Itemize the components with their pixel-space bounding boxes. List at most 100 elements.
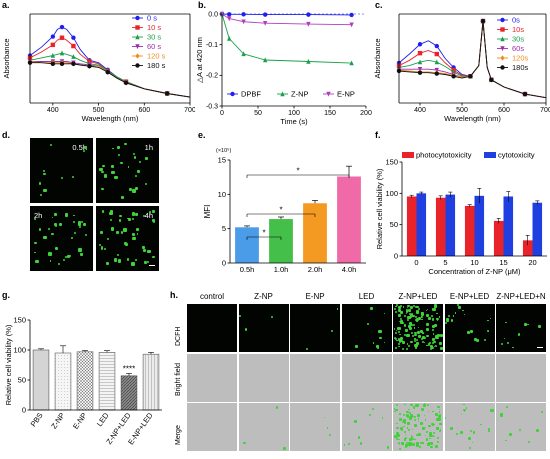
ros-signal (403, 314, 406, 317)
ros-signal (421, 315, 424, 318)
y-tick-label: 0 (394, 252, 398, 261)
ros-signal (472, 441, 474, 443)
legend-label: 30s (512, 35, 524, 44)
bright-field-image-0 (187, 353, 237, 402)
fluorescent-cell (132, 152, 135, 155)
significance-star: * (262, 229, 265, 238)
fluorescent-cell (33, 217, 36, 220)
fluorescent-cell (136, 232, 139, 235)
ros-signal (403, 425, 405, 428)
data-point (451, 74, 456, 79)
fluorescent-cell (83, 222, 87, 226)
x-tick-label: Z-NP (49, 411, 66, 430)
ros-signal (407, 318, 410, 321)
ros-signal (415, 444, 419, 448)
micrograph-0-5h: 0.5h (30, 138, 93, 203)
ros-signal (423, 403, 425, 405)
ros-signal (244, 328, 248, 331)
dcfh-image-4 (393, 304, 443, 352)
ros-signal (433, 333, 435, 335)
y-tick-label: 150 (385, 158, 398, 167)
ros-signal (469, 446, 472, 449)
ros-signal (409, 403, 413, 407)
ros-signal (450, 319, 454, 322)
fluorescent-cell (116, 231, 120, 234)
fluorescent-cell (77, 221, 82, 225)
ros-signal (416, 321, 418, 323)
ros-signal (432, 337, 436, 341)
ros-signal (463, 403, 465, 406)
fluorescent-cell (143, 248, 147, 252)
data-point (241, 12, 246, 17)
ros-signal (438, 414, 442, 417)
data-point (227, 16, 232, 22)
ros-signal (417, 326, 420, 329)
data-point (417, 50, 423, 56)
fluorescent-cell (99, 230, 103, 235)
ros-signal (473, 338, 477, 342)
ros-signal (369, 414, 372, 417)
ros-signal (327, 427, 329, 429)
fluorescent-cell (135, 174, 138, 177)
y-tick-label: 150 (13, 316, 26, 325)
y-tick-label: -0.1 (206, 42, 218, 49)
fluorescent-cell (111, 171, 115, 175)
ros-signal (403, 334, 406, 337)
ros-signal (487, 319, 489, 322)
x-tick-label: 50 (254, 110, 262, 117)
x-tick-label: 15 (499, 258, 507, 267)
row-label-2: Merge (175, 425, 182, 445)
data-point (468, 74, 473, 79)
data-point (434, 71, 439, 76)
ros-signal (433, 340, 436, 344)
bar-4.0h (337, 176, 361, 263)
bright-field-image-2 (290, 353, 340, 402)
ros-signal (406, 414, 410, 418)
ros-signal (430, 445, 433, 448)
ros-signal (381, 417, 384, 419)
ros-signal (426, 328, 429, 331)
fluorescent-cell (43, 169, 46, 173)
x-tick-label: 200 (360, 110, 372, 117)
ros-signal (394, 307, 397, 310)
fluorescent-cell (104, 175, 108, 179)
fluorescent-cell (132, 217, 135, 220)
ros-signal (398, 309, 401, 312)
chart-f-viability: 0 50 100 150 0 5 10 15 20 Concentration of Z-NP (… (375, 151, 547, 276)
ros-signal (407, 305, 410, 308)
ros-signal (425, 309, 428, 312)
time-label-0-5h: 0.5h (72, 143, 87, 152)
ros-signal (398, 333, 401, 336)
fluorescent-cell (99, 244, 101, 246)
ros-signal (405, 442, 408, 445)
data-point (241, 19, 246, 25)
ros-signal (410, 316, 412, 318)
ros-signal (394, 331, 397, 334)
series-line-5 (398, 21, 547, 99)
ros-signal (486, 329, 489, 332)
row-label-1: Bright field (175, 362, 182, 396)
ros-signal (438, 408, 441, 411)
x-axis-label: Time (s) (280, 117, 308, 126)
ros-signal (418, 445, 422, 449)
legend-marker (500, 46, 505, 52)
data-point (522, 91, 528, 97)
bar-pattern (121, 375, 137, 410)
ros-signal (383, 341, 385, 343)
fluorescent-cell (120, 161, 123, 165)
series-line-2 (29, 52, 191, 98)
ros-signal (403, 430, 406, 434)
ros-signal (370, 307, 373, 310)
ros-signal (410, 323, 413, 327)
fluorescent-cell (136, 170, 140, 174)
data-point (417, 42, 423, 47)
data-point (59, 35, 65, 40)
ros-signal (429, 437, 431, 440)
ros-signal (426, 439, 428, 441)
ros-signal (406, 333, 410, 337)
ros-signal (415, 404, 418, 407)
ros-signal (398, 306, 402, 310)
ros-signal (431, 324, 435, 328)
ros-signal (402, 421, 405, 423)
